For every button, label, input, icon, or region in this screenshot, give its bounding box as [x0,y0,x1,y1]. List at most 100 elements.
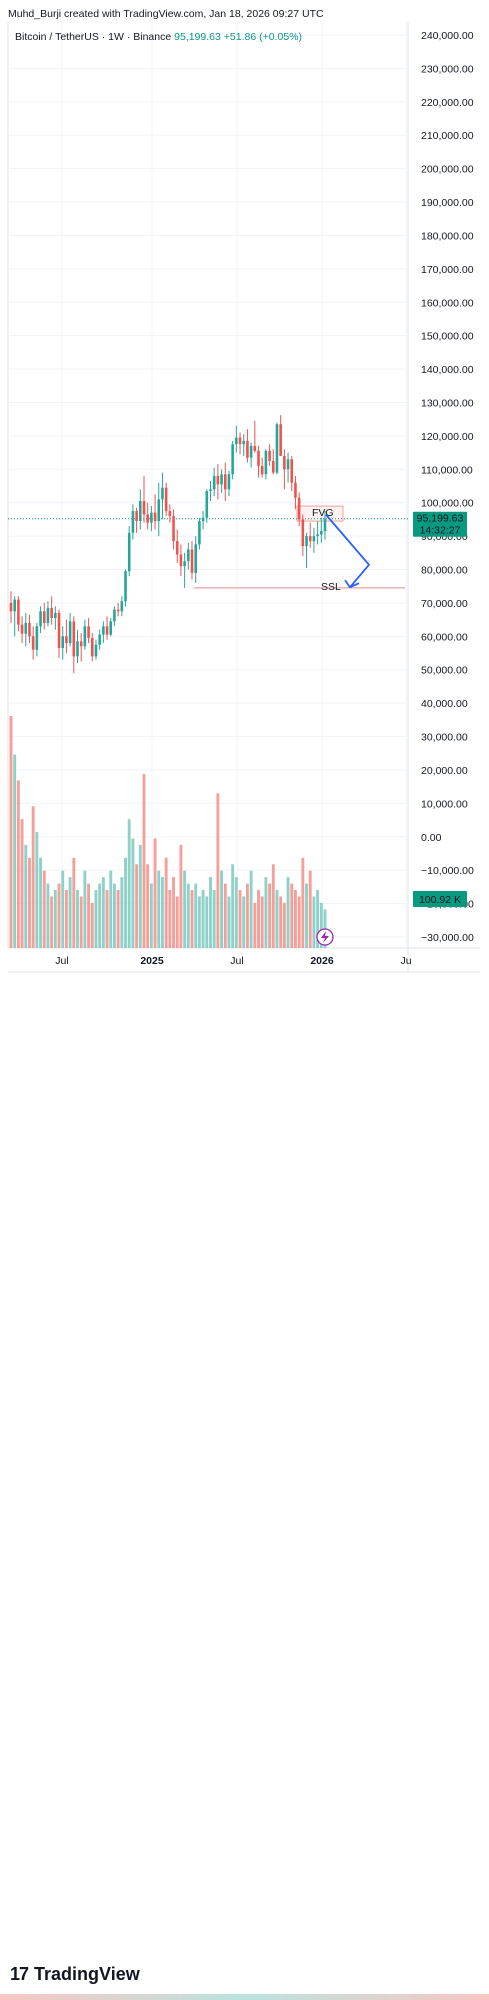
candle-body [238,437,242,445]
candle-body [275,424,279,473]
candle-body [9,602,13,612]
candle-body [39,611,42,627]
current-price-badge[interactable] [413,511,467,537]
volume-bar [20,819,24,948]
volume-bar [238,890,242,948]
price-axis-label: 160,000.00 [421,297,474,309]
volume-bar [142,774,146,948]
volume-bar [35,832,39,948]
fvg-zone[interactable] [296,505,344,522]
candle-body [260,465,264,475]
candle-body [161,487,164,500]
candle-body [57,612,61,649]
volume-bar [201,890,205,948]
symbol-name[interactable]: Bitcoin / TetherUS · 1W · Binance [15,31,174,43]
chart-svg[interactable]: 240,000.00 230,000.00 220,000.00 210,000.00… [0,0,489,976]
volume-bar [216,793,220,948]
candle-body [223,474,227,490]
candle-body [201,517,205,522]
current-price-text: 95,199.63 [417,513,464,525]
volume-bar [164,857,168,948]
volume-bar [305,883,308,948]
price-change: +51.86 (+0.05%) [224,31,302,43]
price-axis-label: −30,000.00 [421,932,474,944]
volume-bar [161,877,164,948]
price-axis-label: 60,000.00 [421,631,468,643]
volume-bar [149,883,153,948]
price-axis-label: 190,000.00 [421,197,474,209]
candle-body [183,561,186,567]
candle-body [13,599,16,612]
candle-body [286,459,290,470]
volume-bar [87,883,91,948]
candle-body [175,541,179,555]
price-axis-label: 30,000.00 [421,732,468,744]
candle-body [198,521,201,545]
price-axis-label: 240,000.00 [421,30,474,42]
tradingview-logo[interactable]: 17 TradingView [10,1964,140,1985]
candle-body [46,607,50,623]
time-axis-label: Jul [55,955,68,967]
candle-body [113,609,116,622]
price-axis-label: 210,000.00 [421,130,474,142]
volume-bar [16,780,20,948]
volume-badge[interactable] [413,891,467,907]
volume-bar [105,890,109,948]
candle-body [98,634,101,645]
tradingview-mark-icon: 17 [10,1964,29,1984]
candle-body [187,549,190,562]
candle-body [316,534,319,537]
price-axis-label: 70,000.00 [421,598,468,610]
volume-bar [28,857,31,948]
candle-body [271,460,275,473]
volume-bar [68,877,72,948]
volume-bar [83,870,87,948]
footer: 17 TradingView [0,976,489,2000]
price-axis-label: 150,000.00 [421,331,474,343]
candle-body [109,621,113,635]
volume-bar [94,890,98,948]
projection-path[interactable] [325,514,371,588]
volume-bar [9,716,13,948]
volume-bar [146,864,150,948]
volume-bar [194,883,198,948]
volume-bar [72,857,76,948]
volume-bar [271,864,275,948]
volume-bar [190,890,194,948]
candle-body [242,440,246,445]
volume-bar [220,870,224,948]
volume-bar [131,838,135,948]
volume-bar [301,857,305,948]
lightning-glyph [321,931,329,943]
volume-bar [245,883,249,948]
price-axis-label: 220,000.00 [421,97,474,109]
volume-bar [197,896,201,948]
volume-bar [116,890,120,948]
candle-body [157,499,161,522]
price-axis-label: 170,000.00 [421,264,474,276]
candle-body [279,424,282,456]
ssl-label: SSL [321,581,341,593]
candle-body [42,611,46,623]
volume-bar [279,896,283,948]
candle-body [290,459,294,483]
volume-bar [138,844,142,948]
volume-bar [98,883,102,948]
candle-body [127,532,131,572]
candle-body [246,440,249,458]
volume-bar [50,896,54,948]
candle-body [220,474,223,485]
volume-bar [319,902,323,948]
volume-bar [76,890,79,948]
candle-body [216,475,220,485]
volume-bar [249,870,253,948]
candle-body [179,554,183,567]
candle-body [249,445,253,458]
candle-body [17,599,20,625]
price-axis-label: 0.00 [421,832,442,844]
volume-badge-text: 100.92 K [419,894,461,906]
candle-body [146,514,149,523]
volume-bar [127,819,131,948]
volume-bar [64,890,68,948]
volume-bar [61,870,65,948]
